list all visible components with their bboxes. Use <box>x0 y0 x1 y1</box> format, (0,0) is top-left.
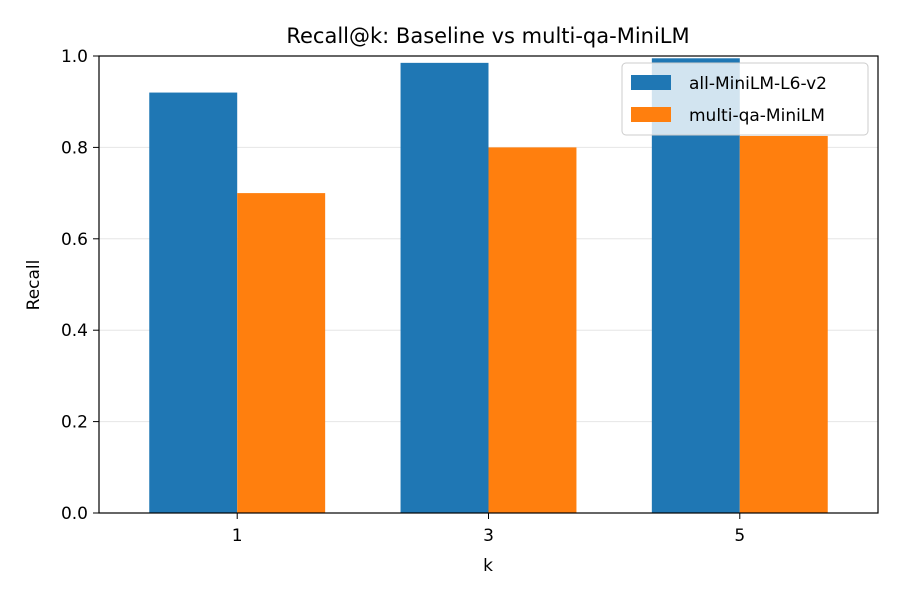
legend-label: multi-qa-MiniLM <box>689 106 825 126</box>
legend-label: all-MiniLM-L6-v2 <box>689 74 827 94</box>
legend-swatch <box>631 107 671 122</box>
x-tick-label: 1 <box>232 526 243 546</box>
x-axis-ticks: 1 3 5 <box>232 513 745 546</box>
x-tick-label: 3 <box>483 526 494 546</box>
legend-box <box>621 62 869 136</box>
legend: all-MiniLM-L6-v2 multi-qa-MiniLM <box>621 62 869 136</box>
bar-2-3 <box>488 147 577 513</box>
y-tick-label: 0.4 <box>61 321 88 341</box>
y-tick-label: 0.2 <box>61 413 88 433</box>
y-axis-ticks: 0.0 0.2 0.4 0.6 0.8 1.0 <box>61 47 99 524</box>
y-tick-label: 0.0 <box>61 504 88 524</box>
bar-1-3 <box>400 62 489 513</box>
x-axis-label: k <box>483 556 493 576</box>
y-tick-label: 0.8 <box>61 138 88 158</box>
x-tick-label: 5 <box>734 526 745 546</box>
legend-swatch <box>631 75 671 90</box>
bar-2-1 <box>237 193 326 513</box>
y-axis-label: Recall <box>24 260 44 311</box>
y-tick-label: 1.0 <box>61 47 88 67</box>
chart-title: Recall@k: Baseline vs multi-qa-MiniLM <box>286 24 689 48</box>
bar-2-5 <box>739 135 828 513</box>
y-tick-label: 0.6 <box>61 230 88 250</box>
bars <box>149 58 828 513</box>
bar-1-1 <box>149 92 238 513</box>
